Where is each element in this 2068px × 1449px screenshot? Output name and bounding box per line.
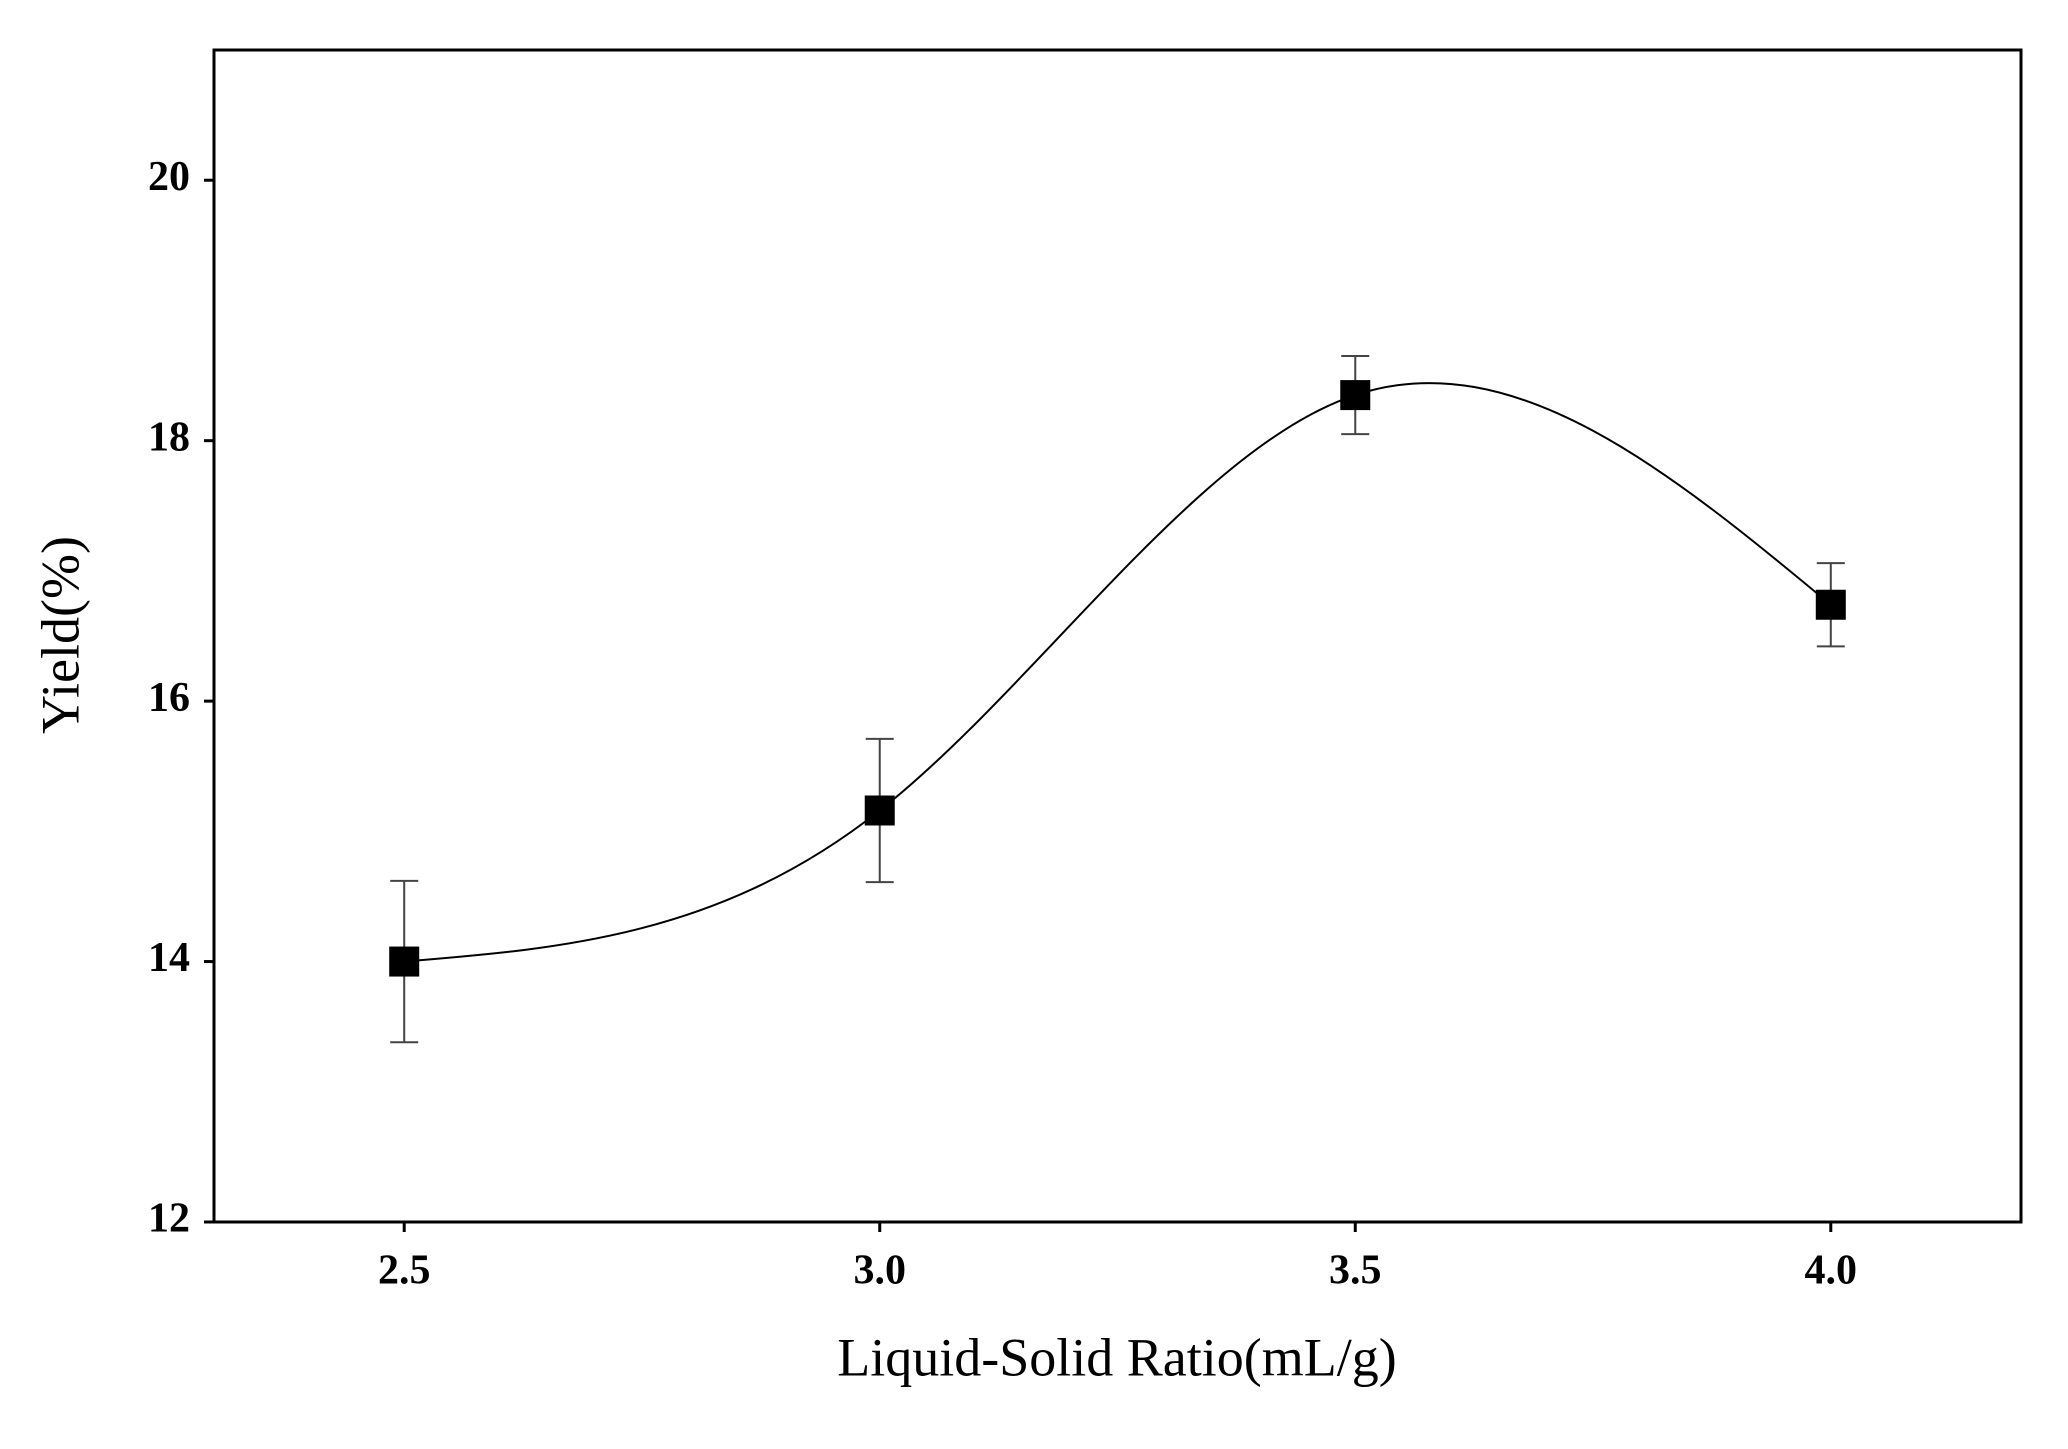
x-tick-label: 4.0 xyxy=(1805,1248,1858,1294)
x-tick-label: 2.5 xyxy=(378,1248,431,1294)
data-point xyxy=(389,946,420,977)
y-tick-label: 20 xyxy=(148,154,190,200)
y-axis-title: Yield(%) xyxy=(30,536,90,734)
data-point xyxy=(1815,589,1846,620)
plot-frame xyxy=(212,48,2023,1224)
y-tick-label: 16 xyxy=(148,675,190,721)
fit-curve xyxy=(404,382,1832,963)
x-tick-label: 3.0 xyxy=(853,1248,906,1294)
y-tick-label: 18 xyxy=(148,414,190,460)
x-axis-title: Liquid-Solid Ratio(mL/g) xyxy=(837,1327,1396,1387)
y-tick-label: 14 xyxy=(148,935,190,981)
x-tick-label: 3.5 xyxy=(1329,1248,1382,1294)
data-point xyxy=(1340,380,1371,411)
data-point xyxy=(864,795,895,826)
y-tick-label: 12 xyxy=(148,1196,190,1242)
